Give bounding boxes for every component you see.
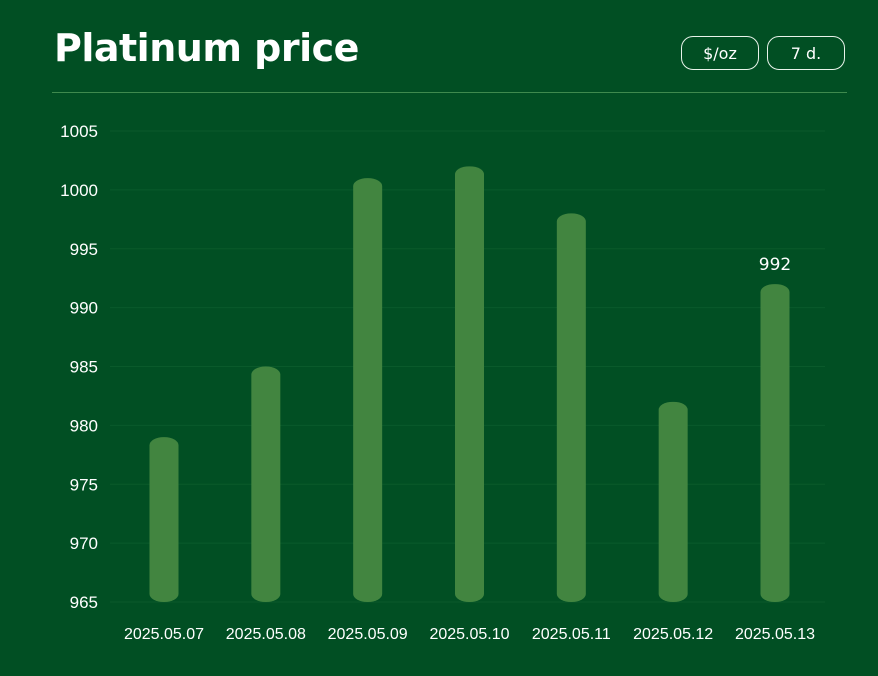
- y-tick-label: 1005: [60, 122, 98, 141]
- unit-selector-button[interactable]: $/oz: [681, 36, 759, 70]
- bar-2025.05.11: [556, 213, 586, 603]
- bar-2025.05.13: [760, 284, 790, 602]
- y-tick-label: 980: [70, 416, 98, 435]
- y-tick-label: 985: [70, 358, 98, 377]
- x-tick-label: 2025.05.07: [124, 626, 204, 643]
- x-tick-label: 2025.05.13: [735, 626, 815, 643]
- bar-2025.05.12: [658, 401, 688, 602]
- bar-2025.05.08: [251, 366, 281, 602]
- y-tick-label: 975: [70, 475, 98, 494]
- x-tick-label: 2025.05.09: [328, 626, 408, 643]
- data-label: 992: [759, 255, 791, 275]
- bar-2025.05.10: [455, 166, 484, 602]
- header-divider: [52, 92, 847, 93]
- bar-2025.05.07: [149, 437, 179, 602]
- x-tick-label: 2025.05.11: [532, 626, 611, 643]
- x-tick-label: 2025.05.12: [633, 626, 713, 643]
- y-tick-label: 995: [70, 240, 98, 259]
- y-tick-label: 1000: [60, 181, 98, 200]
- x-tick-label: 2025.05.10: [429, 626, 509, 643]
- y-tick-label: 990: [70, 299, 98, 318]
- y-tick-label: 970: [70, 534, 98, 553]
- bar-2025.05.09: [353, 178, 383, 602]
- time-range-button[interactable]: 7 d.: [767, 36, 845, 70]
- y-tick-label: 965: [70, 593, 98, 612]
- chart-title: Platinum price: [54, 26, 359, 70]
- x-tick-label: 2025.05.08: [226, 626, 306, 643]
